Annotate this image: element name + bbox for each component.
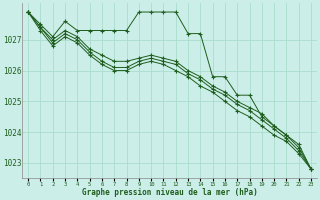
- X-axis label: Graphe pression niveau de la mer (hPa): Graphe pression niveau de la mer (hPa): [82, 188, 258, 197]
